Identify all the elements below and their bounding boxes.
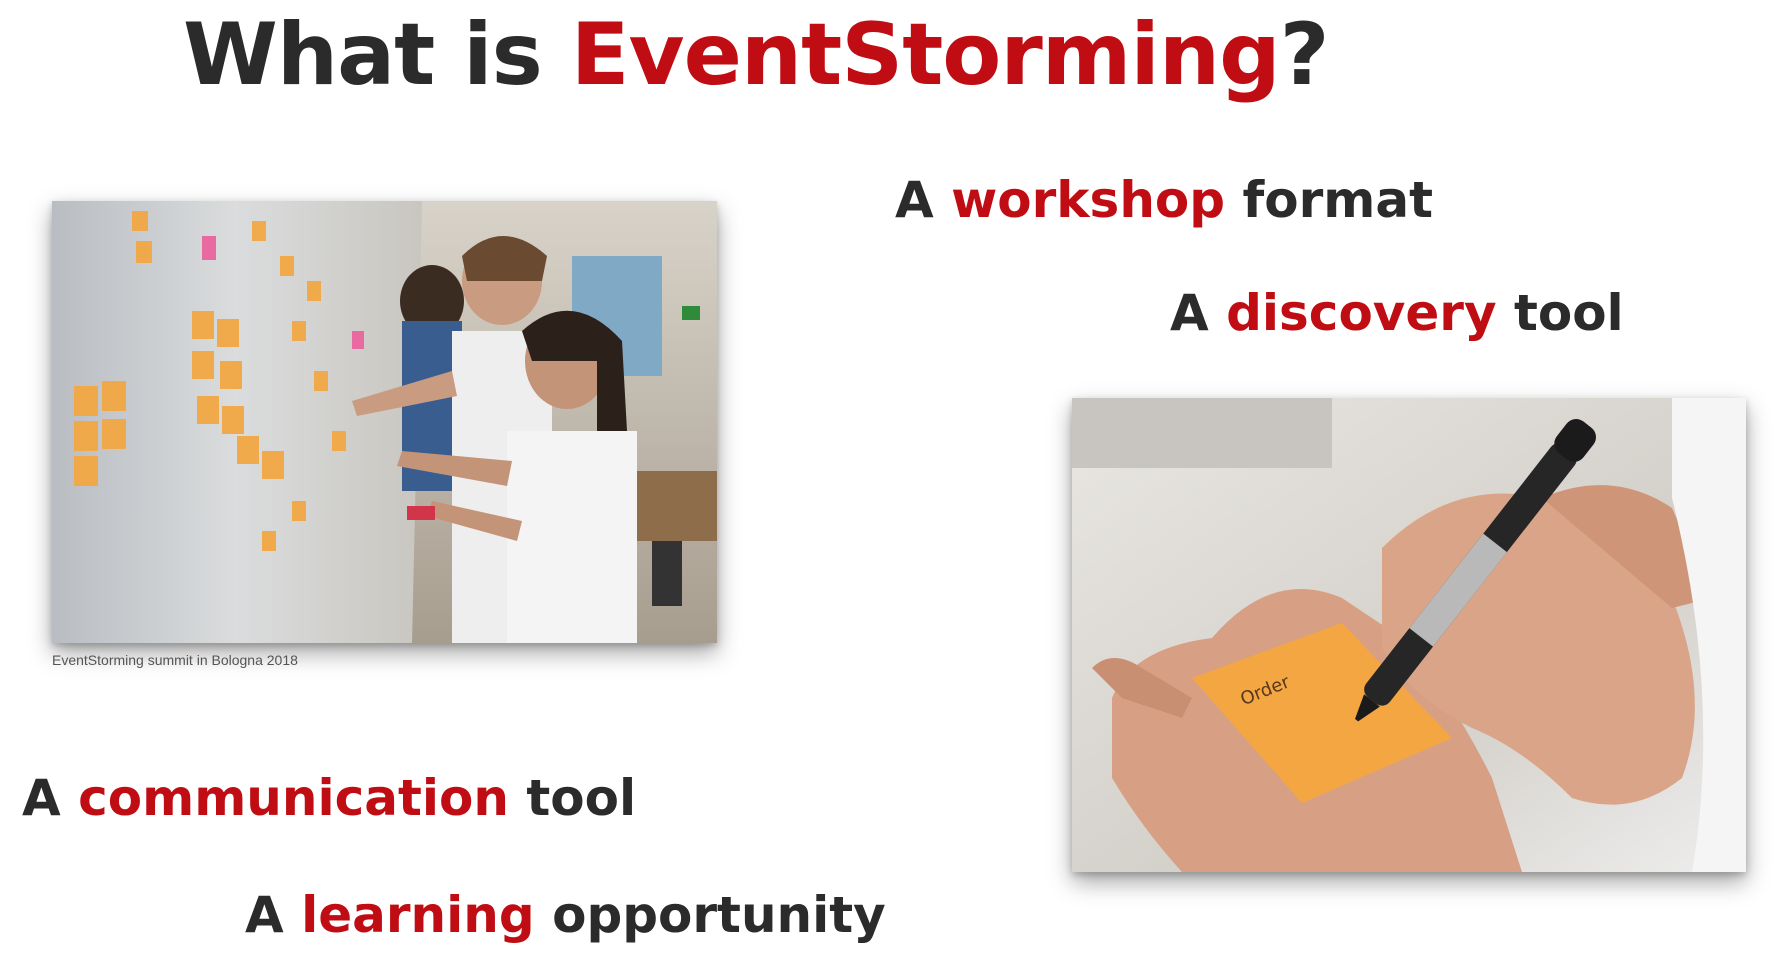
phrase-prefix: A (895, 171, 952, 229)
phrase-communication-tool: A communication tool (22, 768, 636, 828)
title-suffix: ? (1279, 5, 1330, 105)
phrase-prefix: A (22, 769, 79, 827)
phrase-workshop-format: A workshop format (895, 170, 1433, 230)
phrase-highlight: communication (78, 769, 509, 827)
phrase-discovery-tool: A discovery tool (1170, 283, 1624, 343)
phrase-highlight: workshop (951, 171, 1226, 229)
phrase-highlight: discovery (1226, 284, 1497, 342)
sticky-note-photo-illustration: Order (1072, 398, 1746, 872)
phrase-suffix: tool (509, 769, 637, 827)
phrase-suffix: opportunity (534, 886, 886, 944)
phrase-suffix: tool (1496, 284, 1624, 342)
title-prefix: What is (183, 5, 571, 105)
phrase-prefix: A (1170, 284, 1227, 342)
photo-caption: EventStorming summit in Bologna 2018 (52, 652, 298, 668)
workshop-photo (52, 201, 717, 643)
title-highlight: EventStorming (570, 5, 1281, 105)
sticky-note-photo: Order (1072, 398, 1746, 872)
phrase-highlight: learning (301, 886, 535, 944)
workshop-photo-illustration (52, 201, 717, 643)
phrase-prefix: A (245, 886, 302, 944)
phrase-suffix: format (1225, 171, 1433, 229)
slide-title: What is EventStorming? (183, 0, 1330, 110)
phrase-learning-opportunity: A learning opportunity (245, 885, 886, 945)
